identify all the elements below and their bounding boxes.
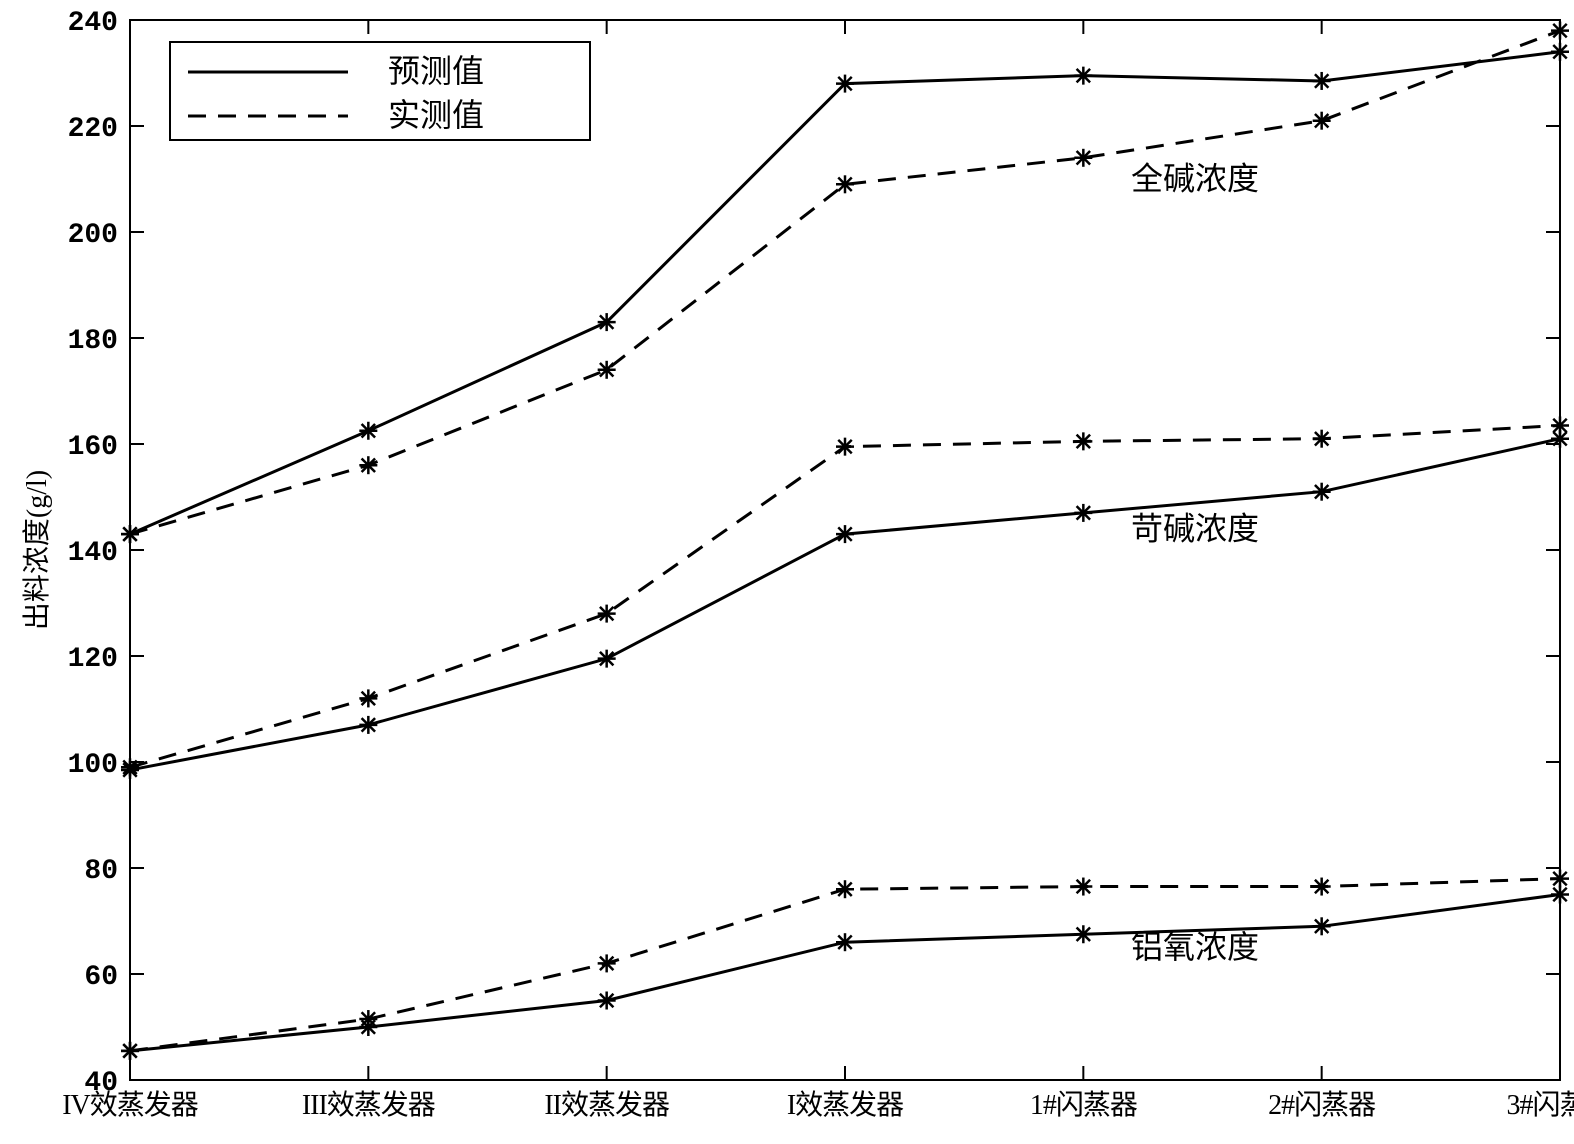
legend-box <box>170 42 590 140</box>
marker-caustic-alkali-measured <box>598 605 616 623</box>
marker-total-alkali-predicted <box>1313 72 1331 90</box>
marker-total-alkali-predicted <box>598 313 616 331</box>
marker-alumina-measured <box>836 880 854 898</box>
y-tick-label: 120 <box>68 644 118 675</box>
marker-caustic-alkali-measured <box>121 758 139 776</box>
x-tick-label: 2#闪蒸器 <box>1268 1089 1376 1121</box>
marker-alumina-predicted <box>1074 925 1092 943</box>
marker-total-alkali-predicted <box>1074 67 1092 85</box>
marker-alumina-predicted <box>836 933 854 951</box>
y-tick-label: 160 <box>68 432 118 463</box>
marker-caustic-alkali-predicted <box>1313 483 1331 501</box>
y-tick-label: 220 <box>68 114 118 145</box>
y-tick-label: 100 <box>68 750 118 781</box>
marker-total-alkali-measured <box>598 361 616 379</box>
marker-caustic-alkali-predicted <box>598 650 616 668</box>
x-tick-label: II效蒸发器 <box>544 1089 670 1121</box>
marker-total-alkali-measured <box>836 175 854 193</box>
marker-caustic-alkali-measured <box>1074 432 1092 450</box>
y-tick-label: 180 <box>68 326 118 357</box>
marker-alumina-measured <box>121 1042 139 1060</box>
legend-label: 预测值 <box>388 53 484 89</box>
y-tick-label: 60 <box>84 962 118 993</box>
x-tick-label: IV效蒸发器 <box>62 1089 199 1121</box>
x-tick-label: 3#闪蒸器 <box>1506 1089 1574 1121</box>
marker-alumina-measured <box>1313 878 1331 896</box>
x-tick-label: III效蒸发器 <box>302 1089 436 1121</box>
marker-alumina-measured <box>1551 870 1569 888</box>
y-tick-label: 240 <box>68 8 118 39</box>
marker-total-alkali-measured <box>1074 149 1092 167</box>
series-annotation: 苛碱浓度 <box>1131 510 1259 546</box>
marker-caustic-alkali-measured <box>1313 430 1331 448</box>
series-caustic-alkali-predicted <box>130 439 1560 770</box>
legend-label: 实测值 <box>388 97 484 133</box>
marker-total-alkali-predicted <box>359 422 377 440</box>
marker-alumina-measured <box>1074 878 1092 896</box>
marker-total-alkali-predicted <box>836 75 854 93</box>
marker-caustic-alkali-predicted <box>1074 504 1092 522</box>
series-alumina-measured <box>130 879 1560 1051</box>
series-annotation: 铝氧浓度 <box>1131 929 1259 965</box>
marker-alumina-predicted <box>1551 886 1569 904</box>
marker-alumina-measured <box>598 954 616 972</box>
x-tick-label: I效蒸发器 <box>787 1089 904 1121</box>
marker-caustic-alkali-measured <box>1551 416 1569 434</box>
marker-caustic-alkali-predicted <box>359 716 377 734</box>
marker-alumina-measured <box>359 1010 377 1028</box>
y-axis-label: 出料浓度(g/l) <box>21 470 53 630</box>
marker-alumina-predicted <box>1313 917 1331 935</box>
series-alumina-predicted <box>130 895 1560 1051</box>
series-annotation: 全碱浓度 <box>1131 161 1259 197</box>
concentration-chart: 406080100120140160180200220240IV效蒸发器III效… <box>0 0 1574 1144</box>
marker-caustic-alkali-predicted <box>836 525 854 543</box>
series-caustic-alkali-measured <box>130 425 1560 767</box>
series-total-alkali-measured <box>130 31 1560 534</box>
marker-total-alkali-measured <box>121 525 139 543</box>
marker-caustic-alkali-measured <box>836 438 854 456</box>
chart-canvas: 406080100120140160180200220240IV效蒸发器III效… <box>0 0 1574 1144</box>
marker-total-alkali-predicted <box>1551 43 1569 61</box>
y-tick-label: 80 <box>84 856 118 887</box>
marker-total-alkali-measured <box>1551 22 1569 40</box>
x-tick-label: 1#闪蒸器 <box>1030 1089 1138 1121</box>
marker-total-alkali-measured <box>1313 112 1331 130</box>
marker-alumina-predicted <box>598 992 616 1010</box>
series-total-alkali-predicted <box>130 52 1560 534</box>
y-tick-label: 140 <box>68 538 118 569</box>
marker-caustic-alkali-measured <box>359 689 377 707</box>
y-tick-label: 200 <box>68 220 118 251</box>
marker-total-alkali-measured <box>359 456 377 474</box>
